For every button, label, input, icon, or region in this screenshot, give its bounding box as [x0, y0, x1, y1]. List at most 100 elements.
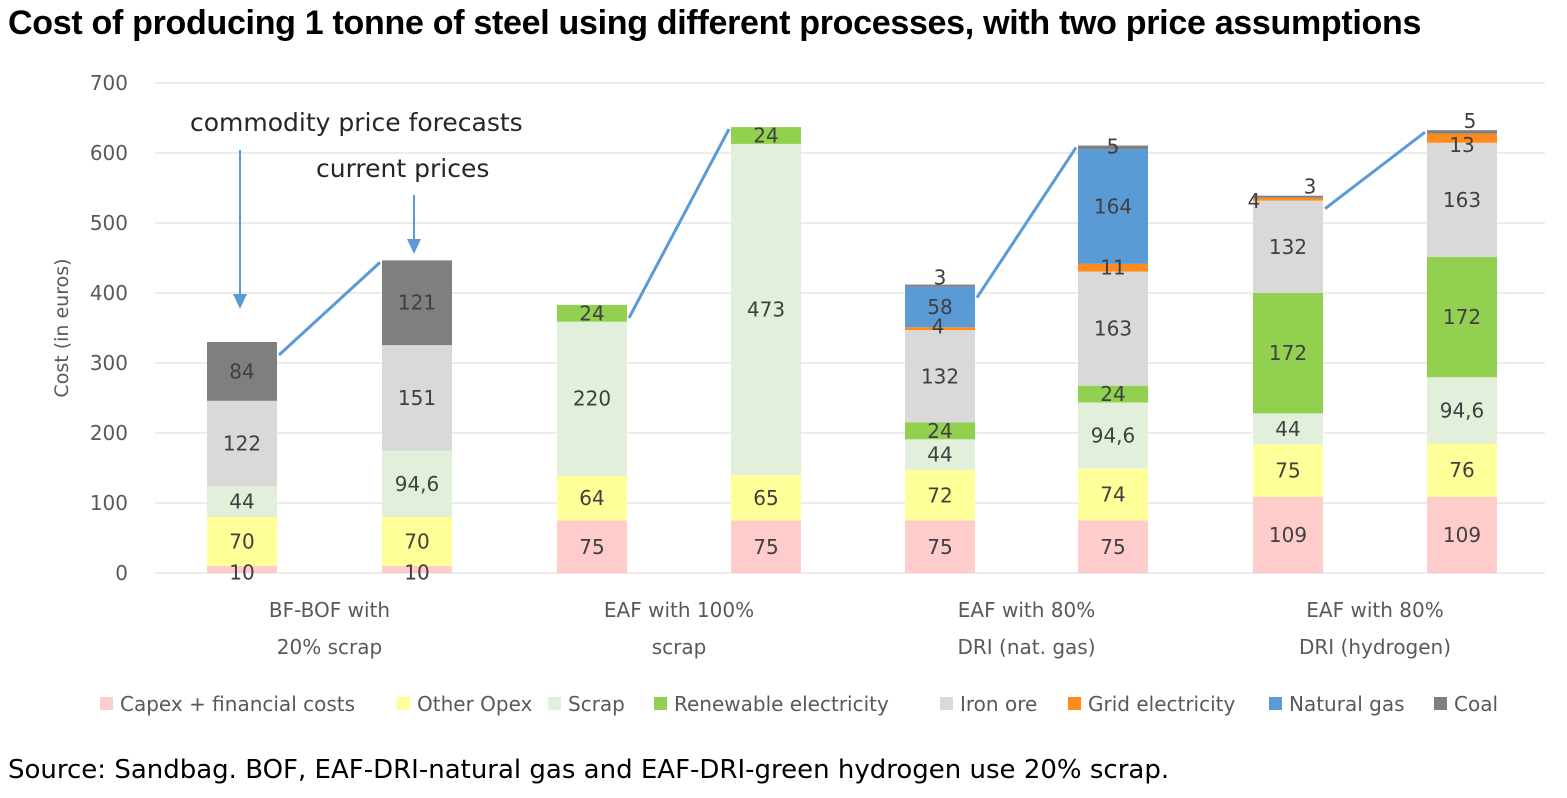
bar-segment: [207, 342, 277, 401]
bar-segment: [1427, 443, 1497, 497]
y-tick-label: 600: [90, 141, 128, 165]
bar-segment: [1253, 200, 1323, 293]
data-label: 172: [1269, 341, 1307, 365]
data-label: 3: [1304, 175, 1317, 199]
data-label: 75: [927, 535, 952, 559]
data-label: 72: [927, 483, 952, 507]
data-label: 94,6: [395, 472, 440, 496]
data-label: 65: [753, 486, 778, 510]
bar-segment: [1078, 149, 1148, 264]
data-label: 121: [398, 291, 436, 315]
data-label: 70: [229, 530, 254, 554]
y-tick-label: 700: [90, 71, 128, 95]
bar-segment: [382, 517, 452, 566]
x-axis-categories: BF-BOF with 20% scrap EAF with 100% scrap EA…: [269, 598, 1451, 659]
legend-swatch: [548, 697, 561, 710]
bar-segment: [1253, 197, 1323, 201]
legend-item: Natural gas: [1269, 692, 1405, 716]
legend-label: Renewable electricity: [674, 692, 889, 716]
data-label: 74: [1100, 483, 1125, 507]
legend-label: Natural gas: [1289, 692, 1405, 716]
bar-7: 109 75 44 172 132 4 3: [1248, 175, 1323, 573]
data-label: 44: [927, 443, 952, 467]
legend-swatch: [1269, 697, 1282, 710]
bar-segment: [1078, 385, 1148, 403]
bar-segment: [905, 284, 975, 287]
bar-segment: [905, 330, 975, 423]
annotation-current-prices: current prices: [316, 154, 489, 183]
bar-segment: [557, 304, 627, 322]
bar-segment: [1078, 468, 1148, 521]
bar-segment: [905, 422, 975, 440]
connector-line: [277, 261, 382, 357]
data-label: 24: [1100, 382, 1125, 406]
data-label: 172: [1443, 305, 1481, 329]
data-label: 109: [1443, 523, 1481, 547]
data-label: 24: [753, 124, 778, 148]
bar-2: 10 70 94,6 151 121: [382, 260, 452, 585]
connector-line: [975, 146, 1078, 299]
data-label: 76: [1449, 458, 1474, 482]
bar-8: 109 76 94,6 172 163 135: [1427, 109, 1497, 573]
bar-segment: [905, 327, 975, 331]
data-label: 132: [921, 364, 959, 388]
legend-label: Other Opex: [417, 692, 533, 716]
data-label: 10: [404, 561, 429, 585]
bar-segment: [1427, 142, 1497, 257]
bar-segment: [1078, 263, 1148, 272]
connector-lines: [277, 128, 1426, 357]
legend-label: Coal: [1454, 692, 1498, 716]
bar-segment: [905, 439, 975, 471]
chart-title: Cost of producing 1 tonne of steel using…: [8, 4, 1422, 42]
bar-segment: [1427, 130, 1497, 134]
bar-segment: [731, 475, 801, 521]
legend-swatch: [654, 697, 667, 710]
bar-segment: [207, 486, 277, 517]
legend-label: Grid electricity: [1088, 692, 1236, 716]
legend-item: Iron ore: [940, 692, 1037, 716]
bar-segment: [1253, 496, 1323, 573]
bar-segment: [382, 345, 452, 451]
data-label: 4: [932, 315, 945, 339]
data-label: 473: [747, 297, 785, 321]
y-axis-label: Cost (in euros): [51, 258, 73, 397]
source-note: Source: Sandbag. BOF, EAF-DRI-natural ga…: [8, 755, 1170, 785]
arrow-head: [407, 239, 421, 254]
data-label: 163: [1443, 188, 1481, 212]
legend-item: Other Opex: [397, 692, 533, 716]
data-label: 84: [229, 359, 254, 383]
data-label: 44: [1275, 417, 1300, 441]
legend-item: Capex + financial costs: [100, 692, 355, 716]
bar-segment: [731, 520, 801, 573]
data-label: 70: [404, 530, 429, 554]
bar-segment: [557, 321, 627, 476]
legend: Capex + financial costs Other Opex Scrap Re…: [100, 692, 1498, 716]
data-label: 24: [927, 419, 952, 443]
bar-segment: [1427, 377, 1497, 444]
category-label: EAF with 80%: [1306, 598, 1443, 622]
data-label: 163: [1094, 317, 1132, 341]
data-label: 132: [1269, 235, 1307, 259]
data-label: 10: [229, 561, 254, 585]
bar-segment: [1253, 195, 1323, 198]
legend-swatch: [940, 697, 953, 710]
y-tick-label: 200: [90, 421, 128, 445]
data-label: 24: [579, 301, 604, 325]
data-label: 5: [1464, 109, 1477, 133]
bar-segment: [1078, 402, 1148, 469]
bar-segment: [1253, 413, 1323, 445]
stacked-bar-chart: 0 100 200 300 400 500 600 700 Cost (in euros) 1…: [51, 71, 1545, 716]
data-label: 94,6: [1091, 424, 1136, 448]
bar-segment: [382, 450, 452, 517]
bar-segment: [731, 143, 801, 475]
data-label: 109: [1269, 523, 1307, 547]
legend-item: Coal: [1434, 692, 1498, 716]
legend-swatch: [100, 697, 113, 710]
category-label: scrap: [652, 635, 707, 659]
data-label: 4: [1248, 189, 1261, 213]
data-label: 164: [1094, 194, 1132, 218]
data-label: 44: [229, 490, 254, 514]
data-label: 3: [934, 266, 947, 290]
category-label: DRI (hydrogen): [1299, 635, 1451, 659]
category-label: EAF with 80%: [958, 598, 1095, 622]
